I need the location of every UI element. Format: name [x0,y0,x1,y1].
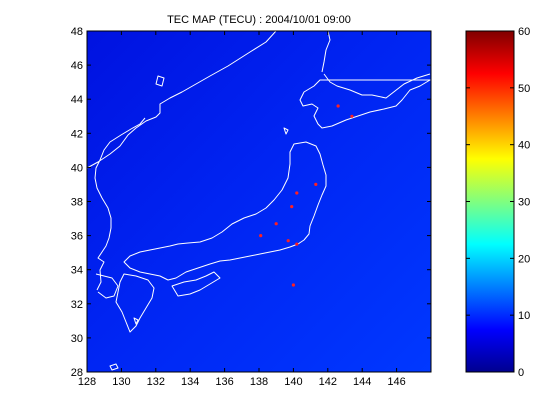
x-tick-label: 144 [353,376,371,388]
x-tick-label: 146 [387,376,405,388]
gps-station-marker [314,182,318,186]
gps-station-marker [295,191,299,195]
kyushu-coast [115,273,155,333]
colorbar-tick-label: 20 [518,253,530,265]
colorbar-tick-label: 30 [518,197,530,209]
colorbar-tick-label: 50 [518,83,530,95]
map-axes: 128 130 132 134 136 138 140 142 144 146 48 46 44 42 40… [71,26,431,388]
islands [109,75,289,371]
y-tick-label: 42 [71,128,83,140]
gps-station-marker [286,239,290,243]
tec-field [87,31,431,372]
shikoku-coast [171,271,221,297]
sakhalin-coast [321,31,331,73]
asia-mainland-coast [87,31,277,291]
y-tick-label: 34 [71,265,83,277]
gps-station-marker [274,222,278,226]
colorbar-tick-label: 0 [518,367,524,379]
y-tick-label: 38 [71,197,83,209]
x-tick-label: 132 [147,376,165,388]
honshu-coast [123,141,327,281]
x-tick-label: 138 [250,376,268,388]
gps-station-marker [295,242,299,246]
x-tick-label: 128 [78,376,96,388]
gps-station-marker [350,114,354,118]
colorbar-tick-label: 40 [518,140,530,152]
y-tick-label: 44 [71,94,83,106]
hokkaido-coast [299,73,431,129]
coastlines [87,31,431,371]
y-tick-label: 32 [71,299,83,311]
korea-south-coast [95,273,119,299]
x-tick-label: 142 [319,376,337,388]
x-tick-label: 136 [215,376,233,388]
map-title: TEC MAP (TECU) : 2004/10/01 09:00 [167,14,351,26]
map-area: 128 130 132 134 136 138 140 142 144 146 48 46 44 42 40… [71,26,432,388]
y-tick-label: 36 [71,231,83,243]
x-tick-label: 130 [112,376,130,388]
colorbar-gradient [466,31,514,372]
y-tick-label: 48 [71,26,83,38]
colorbar-tick-label: 10 [518,310,530,322]
gps-station-marker [336,104,340,108]
y-tick-label: 46 [71,60,83,72]
x-tick-label: 140 [284,376,302,388]
y-tick-label: 30 [71,333,83,345]
gps-station-marker [259,234,263,238]
colorbar: 60 50 40 30 20 10 0 [465,26,530,379]
colorbar-tick-label: 60 [518,26,530,38]
gps-station-marker [291,283,295,287]
y-tick-label: 28 [71,367,83,379]
x-tick-label: 134 [181,376,199,388]
colorbar-axis: 60 50 40 30 20 10 0 [466,26,530,379]
gps-station-marker [290,205,294,209]
y-tick-label: 40 [71,162,83,174]
gps-stations [259,104,354,287]
